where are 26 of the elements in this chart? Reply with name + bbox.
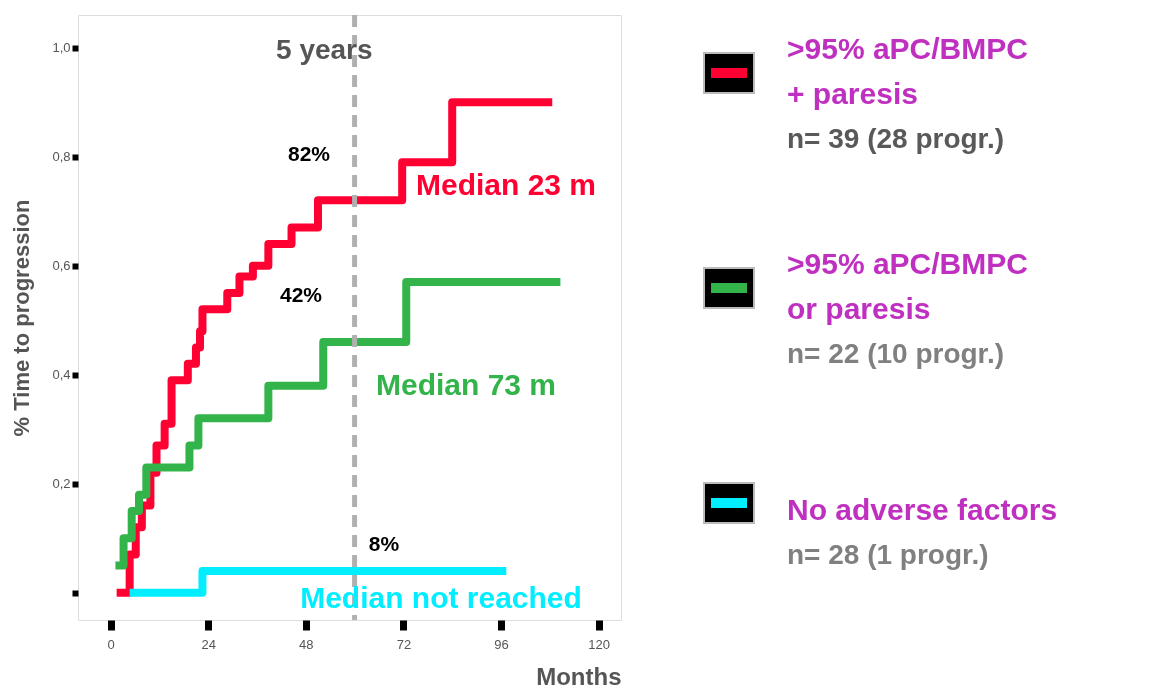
x-tick-label: 0 — [107, 636, 115, 652]
x-tick-label: 96 — [494, 636, 509, 652]
annotation: Median 23 m — [415, 168, 597, 201]
annotation: 42% — [279, 283, 323, 306]
legend-label: >95% aPC/BMPC or paresis — [787, 247, 1028, 325]
y-tick-label: 0,6 — [52, 258, 71, 274]
annotation: 8% — [368, 532, 400, 555]
x-tick-label: 120 — [588, 636, 610, 652]
ref-line-label: 5 years — [276, 34, 373, 65]
y-tick-label: 1,0 — [52, 40, 71, 56]
annotation: Median not reached — [300, 581, 582, 614]
text: n= 22 (10 progr.) — [787, 338, 1005, 369]
x-tick-label: 48 — [299, 636, 314, 652]
legend-label: >95% aPC/BMPC + paresis — [787, 32, 1028, 110]
annotation: Median 73 m — [375, 368, 557, 401]
x-tick-label: 24 — [201, 636, 216, 652]
x-axis-title: Months — [536, 662, 622, 690]
y-axis-title: % Time to progression — [9, 199, 35, 437]
x-tick-label: 72 — [396, 636, 412, 652]
y-tick-label: 0,2 — [52, 476, 71, 492]
legend-label: No adverse factors — [787, 493, 1058, 526]
y-tick-label: 0,4 — [52, 367, 71, 383]
text: n= 39 (28 progr.) — [787, 123, 1005, 154]
text: n= 28 (1 progr.) — [787, 539, 989, 570]
annotation: 82% — [287, 142, 331, 165]
y-tick-label: 0,8 — [52, 149, 71, 165]
